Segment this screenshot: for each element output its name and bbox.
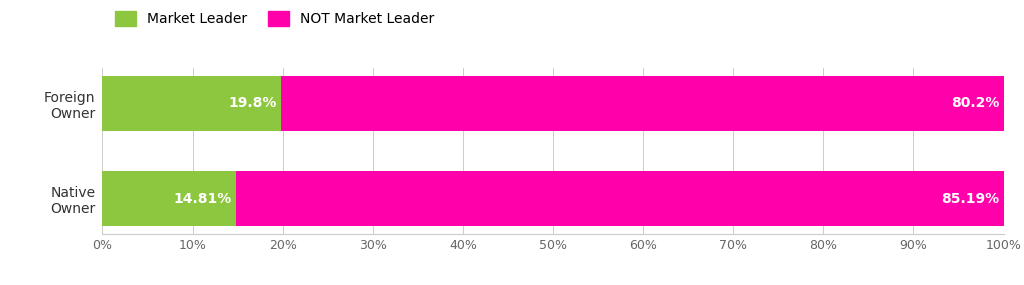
Legend: Market Leader, NOT Market Leader: Market Leader, NOT Market Leader	[110, 6, 439, 32]
Text: 14.81%: 14.81%	[173, 192, 231, 205]
Bar	[281, 76, 1004, 131]
Text: 19.8%: 19.8%	[228, 97, 276, 111]
Text: 85.19%: 85.19%	[941, 192, 999, 205]
Bar	[102, 76, 281, 131]
Bar	[236, 171, 1004, 226]
Text: 80.2%: 80.2%	[950, 97, 999, 111]
Bar	[102, 171, 236, 226]
